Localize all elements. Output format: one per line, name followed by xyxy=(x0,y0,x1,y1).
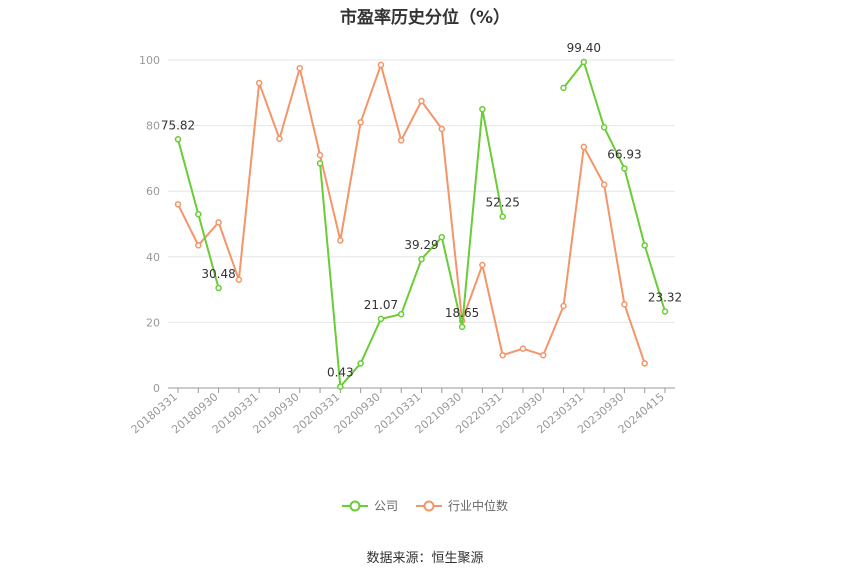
data-label: 23.32 xyxy=(648,291,682,305)
data-point xyxy=(600,181,608,188)
data-label: 18.65 xyxy=(445,306,479,320)
data-point xyxy=(296,64,303,72)
data-point xyxy=(337,237,344,244)
data-point xyxy=(316,151,324,159)
series-company xyxy=(174,58,669,390)
chart-title: 市盈率历史分位（%） xyxy=(339,8,511,28)
data-point xyxy=(458,323,466,331)
data-label: 0.43 xyxy=(327,366,354,380)
data-label: 66.93 xyxy=(607,147,641,161)
data-point xyxy=(418,97,425,105)
legend-item-industry[interactable]: 行业中位数 xyxy=(416,497,508,514)
data-point xyxy=(174,201,182,208)
data-label: 99.40 xyxy=(567,41,601,55)
data-point xyxy=(397,310,405,318)
y-tick-label: 20 xyxy=(146,316,160,329)
series-layer xyxy=(174,58,669,390)
series-industry xyxy=(174,61,648,367)
data-point xyxy=(479,261,486,269)
data-label: 30.48 xyxy=(201,267,235,281)
data-label: 21.07 xyxy=(364,298,398,312)
data-point xyxy=(377,315,385,323)
series-line xyxy=(177,61,646,364)
data-point xyxy=(479,105,486,113)
data-point xyxy=(641,360,648,367)
data-point xyxy=(519,345,527,352)
data-point xyxy=(540,351,547,359)
data-label: 39.29 xyxy=(404,238,438,252)
data-point xyxy=(377,61,385,69)
y-tick-label: 80 xyxy=(146,120,160,133)
series-line xyxy=(319,109,504,390)
data-point xyxy=(276,135,283,142)
data-point xyxy=(661,308,669,315)
y-tick-label: 100 xyxy=(139,54,160,67)
axis-layer: 0204060801002018033120180930201903312019… xyxy=(129,54,675,436)
data-point xyxy=(357,119,364,126)
data-point xyxy=(560,84,567,92)
data-point xyxy=(215,284,222,292)
data-point xyxy=(438,125,446,133)
data-point xyxy=(255,79,263,87)
data-label: 52.25 xyxy=(485,196,519,210)
data-point xyxy=(621,301,628,308)
data-point xyxy=(499,351,506,359)
data-point xyxy=(438,233,446,241)
legend-company-label: 公司 xyxy=(373,499,398,513)
y-tick-label: 0 xyxy=(153,382,160,395)
data-point xyxy=(195,210,202,218)
legend-company-marker xyxy=(341,500,368,511)
data-point xyxy=(418,255,425,263)
data-point xyxy=(641,242,648,249)
data-point xyxy=(600,123,608,131)
data-point xyxy=(337,383,344,390)
data-point xyxy=(316,160,324,167)
data-point xyxy=(621,165,628,172)
data-label: 75.82 xyxy=(161,118,195,132)
legend-industry-label: 行业中位数 xyxy=(448,499,509,513)
data-point xyxy=(215,219,222,226)
series-line xyxy=(562,59,666,312)
data-label-layer: 75.82 30.48 0.43 21.07 39.29 18.65 52.25 99.40 6… xyxy=(161,41,682,380)
y-tick-label: 40 xyxy=(146,251,160,264)
legend-industry-marker xyxy=(416,500,442,511)
y-tick-label: 60 xyxy=(146,185,160,198)
data-point xyxy=(499,213,506,220)
chart-canvas: 0204060801002018033120180930201903312019… xyxy=(129,41,683,436)
legend: 公司 行业中位数 xyxy=(0,497,850,514)
data-point xyxy=(560,302,567,310)
data-point xyxy=(195,242,202,249)
data-point xyxy=(397,137,405,144)
data-point xyxy=(580,143,588,151)
data-point xyxy=(174,136,182,143)
data-point xyxy=(235,276,243,284)
data-point xyxy=(357,360,364,367)
data-point xyxy=(580,58,588,66)
legend-item-company[interactable]: 公司 xyxy=(341,497,398,514)
source-note: 数据来源：恒生聚源 xyxy=(366,551,484,566)
